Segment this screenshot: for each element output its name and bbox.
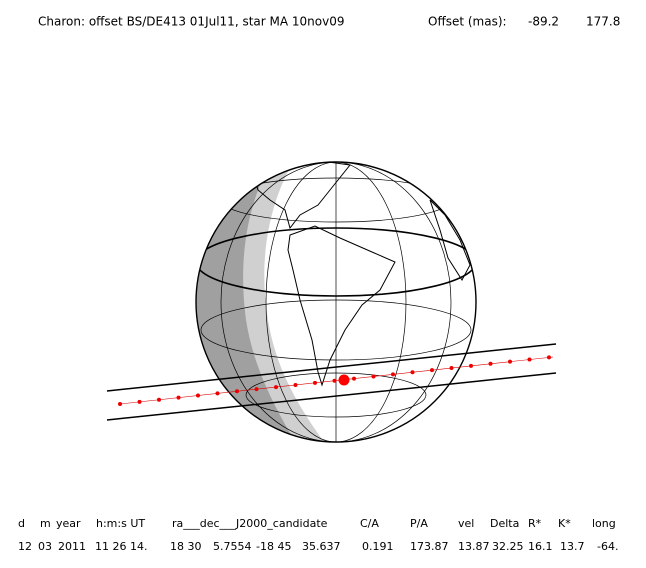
path-dot xyxy=(215,391,220,396)
cell: -18 45 xyxy=(256,540,291,553)
path-dot xyxy=(293,382,298,387)
column-header: ra___dec___J2000_candidate xyxy=(172,517,328,530)
path-dot xyxy=(176,395,181,400)
column-header: vel xyxy=(458,517,474,530)
path-dot xyxy=(508,359,512,364)
path-dot xyxy=(391,372,395,377)
cell: 32.25 xyxy=(492,540,524,553)
path-dot xyxy=(235,389,239,394)
column-header: long xyxy=(592,517,616,530)
occultation-path xyxy=(106,343,557,421)
path-dot xyxy=(527,357,532,362)
globe xyxy=(195,161,477,443)
column-header: m xyxy=(40,517,51,530)
path-dot xyxy=(157,397,161,402)
path-dot xyxy=(313,380,317,385)
column-header: P/A xyxy=(410,517,428,530)
column-header: K* xyxy=(558,517,571,530)
path-dot xyxy=(430,368,434,373)
cell: 13.7 xyxy=(560,540,585,553)
path-dot xyxy=(274,385,278,390)
path-dot xyxy=(547,355,551,360)
cell: 12 xyxy=(18,540,32,553)
path-dot xyxy=(469,363,473,368)
path-dot xyxy=(332,378,337,383)
cell: 13.87 xyxy=(458,540,490,553)
column-header: R* xyxy=(528,517,542,530)
offset-value: -89.2 xyxy=(528,15,559,29)
offset-label: Offset (mas): xyxy=(428,15,507,29)
path-dot xyxy=(410,370,415,375)
path-dot xyxy=(488,361,493,366)
path-dot xyxy=(449,366,454,371)
cell: 35.637 xyxy=(302,540,341,553)
title: Charon: offset BS/DE413 01Jul11, star MA… xyxy=(38,15,344,29)
cell: 11 26 14. xyxy=(95,540,147,553)
path-dot xyxy=(118,402,122,406)
column-header: h:m:s UT xyxy=(96,517,145,530)
path-dot xyxy=(371,374,376,379)
cell: 18 30 xyxy=(170,540,202,553)
result-table: d m year h:m:s UT ra___dec___J2000_candidate… xyxy=(18,517,618,553)
path-dot xyxy=(196,393,200,398)
cell: 2011 xyxy=(58,540,86,553)
cell: -64. xyxy=(597,540,618,553)
path-dot xyxy=(352,376,356,381)
cell: 03 xyxy=(38,540,52,553)
path-dot xyxy=(254,387,259,392)
cell: 5.7554 xyxy=(213,540,252,553)
column-header: C/A xyxy=(360,517,379,530)
offset-value: 177.8 xyxy=(586,15,620,29)
cell: 173.87 xyxy=(410,540,449,553)
cell: 16.1 xyxy=(528,540,553,553)
column-header: year xyxy=(56,517,81,530)
column-header: Delta xyxy=(490,517,519,530)
cell: 0.191 xyxy=(362,540,394,553)
column-header: d xyxy=(18,517,25,530)
path-dot xyxy=(137,399,142,404)
